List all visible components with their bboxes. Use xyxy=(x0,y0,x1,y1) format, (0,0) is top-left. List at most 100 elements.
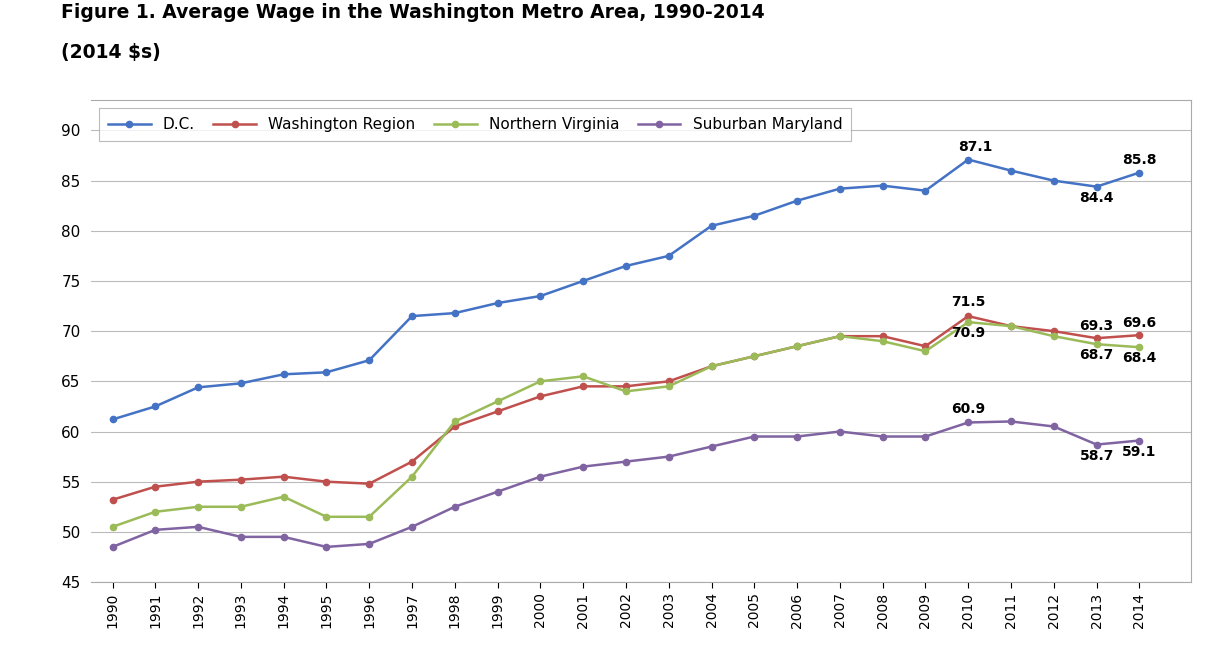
Suburban Maryland xyxy=(148,526,163,534)
Washington Region xyxy=(491,407,505,415)
Suburban Maryland xyxy=(191,523,205,531)
Washington Region xyxy=(961,312,976,320)
Text: Figure 1. Average Wage in the Washington Metro Area, 1990-2014: Figure 1. Average Wage in the Washington… xyxy=(61,3,764,22)
Suburban Maryland xyxy=(233,533,248,541)
Text: 85.8: 85.8 xyxy=(1123,153,1157,167)
Washington Region xyxy=(661,377,676,385)
Text: 71.5: 71.5 xyxy=(951,295,985,309)
Suburban Maryland xyxy=(533,472,548,480)
Line: D.C.: D.C. xyxy=(109,157,1142,423)
D.C. xyxy=(576,277,590,285)
D.C. xyxy=(705,222,719,230)
D.C. xyxy=(362,357,377,365)
Northern Virginia xyxy=(1132,343,1147,351)
Line: Northern Virginia: Northern Virginia xyxy=(109,319,1142,530)
Washington Region xyxy=(233,476,248,484)
Text: 70.9: 70.9 xyxy=(951,326,985,340)
D.C. xyxy=(1046,177,1061,185)
Washington Region xyxy=(533,392,548,400)
Washington Region xyxy=(191,478,205,486)
Washington Region xyxy=(747,353,762,361)
D.C. xyxy=(491,299,505,307)
Suburban Maryland xyxy=(576,462,590,470)
D.C. xyxy=(618,262,633,270)
Suburban Maryland xyxy=(1132,436,1147,444)
Suburban Maryland xyxy=(832,427,847,436)
Washington Region xyxy=(1132,331,1147,339)
Suburban Maryland xyxy=(919,433,933,441)
D.C. xyxy=(875,182,889,190)
Suburban Maryland xyxy=(1004,417,1018,425)
Northern Virginia xyxy=(491,397,505,405)
Line: Suburban Maryland: Suburban Maryland xyxy=(109,418,1142,550)
Suburban Maryland xyxy=(961,419,976,427)
D.C. xyxy=(919,187,933,195)
Suburban Maryland xyxy=(747,433,762,441)
Legend: D.C., Washington Region, Northern Virginia, Suburban Maryland: D.C., Washington Region, Northern Virgin… xyxy=(98,108,852,141)
D.C. xyxy=(405,312,419,320)
Washington Region xyxy=(919,342,933,351)
Washington Region xyxy=(106,496,120,504)
Northern Virginia xyxy=(1090,340,1104,348)
Washington Region xyxy=(1090,334,1104,343)
Northern Virginia xyxy=(875,337,889,345)
Text: 68.7: 68.7 xyxy=(1079,349,1114,362)
Line: Washington Region: Washington Region xyxy=(109,313,1142,503)
D.C. xyxy=(1090,183,1104,191)
D.C. xyxy=(320,368,334,376)
Northern Virginia xyxy=(405,472,419,480)
Suburban Maryland xyxy=(106,543,120,551)
Text: 69.6: 69.6 xyxy=(1123,316,1157,330)
D.C. xyxy=(1004,167,1018,175)
Washington Region xyxy=(447,423,462,431)
Suburban Maryland xyxy=(362,540,377,548)
Suburban Maryland xyxy=(1090,440,1104,448)
Washington Region xyxy=(148,483,163,491)
Northern Virginia xyxy=(447,417,462,425)
Suburban Maryland xyxy=(661,452,676,460)
Northern Virginia xyxy=(233,503,248,511)
D.C. xyxy=(961,156,976,164)
Suburban Maryland xyxy=(405,523,419,531)
Northern Virginia xyxy=(832,332,847,340)
Northern Virginia xyxy=(533,377,548,385)
Northern Virginia xyxy=(1004,322,1018,330)
Northern Virginia xyxy=(961,318,976,326)
Text: 69.3: 69.3 xyxy=(1079,318,1114,332)
Northern Virginia xyxy=(919,347,933,355)
Northern Virginia xyxy=(661,382,676,390)
Suburban Maryland xyxy=(705,443,719,451)
Washington Region xyxy=(1004,322,1018,330)
Text: 87.1: 87.1 xyxy=(957,140,993,154)
Washington Region xyxy=(320,478,334,486)
Washington Region xyxy=(576,382,590,390)
Northern Virginia xyxy=(1046,332,1061,340)
D.C. xyxy=(747,211,762,219)
Text: 59.1: 59.1 xyxy=(1123,445,1157,458)
Suburban Maryland xyxy=(320,543,334,551)
Northern Virginia xyxy=(576,372,590,380)
D.C. xyxy=(533,292,548,300)
Suburban Maryland xyxy=(1046,423,1061,431)
D.C. xyxy=(1132,169,1147,177)
Northern Virginia xyxy=(106,523,120,531)
Washington Region xyxy=(276,472,290,480)
Northern Virginia xyxy=(320,512,334,520)
Suburban Maryland xyxy=(790,433,804,441)
Suburban Maryland xyxy=(447,503,462,511)
Washington Region xyxy=(618,382,633,390)
Northern Virginia xyxy=(362,512,377,520)
D.C. xyxy=(148,403,163,411)
Northern Virginia xyxy=(790,342,804,351)
Text: 58.7: 58.7 xyxy=(1079,449,1114,462)
Suburban Maryland xyxy=(491,488,505,496)
Washington Region xyxy=(790,342,804,351)
Text: 60.9: 60.9 xyxy=(951,401,985,415)
Washington Region xyxy=(1046,327,1061,335)
D.C. xyxy=(832,185,847,193)
Suburban Maryland xyxy=(875,433,889,441)
D.C. xyxy=(233,379,248,387)
Northern Virginia xyxy=(148,508,163,516)
Washington Region xyxy=(875,332,889,340)
Northern Virginia xyxy=(276,492,290,500)
